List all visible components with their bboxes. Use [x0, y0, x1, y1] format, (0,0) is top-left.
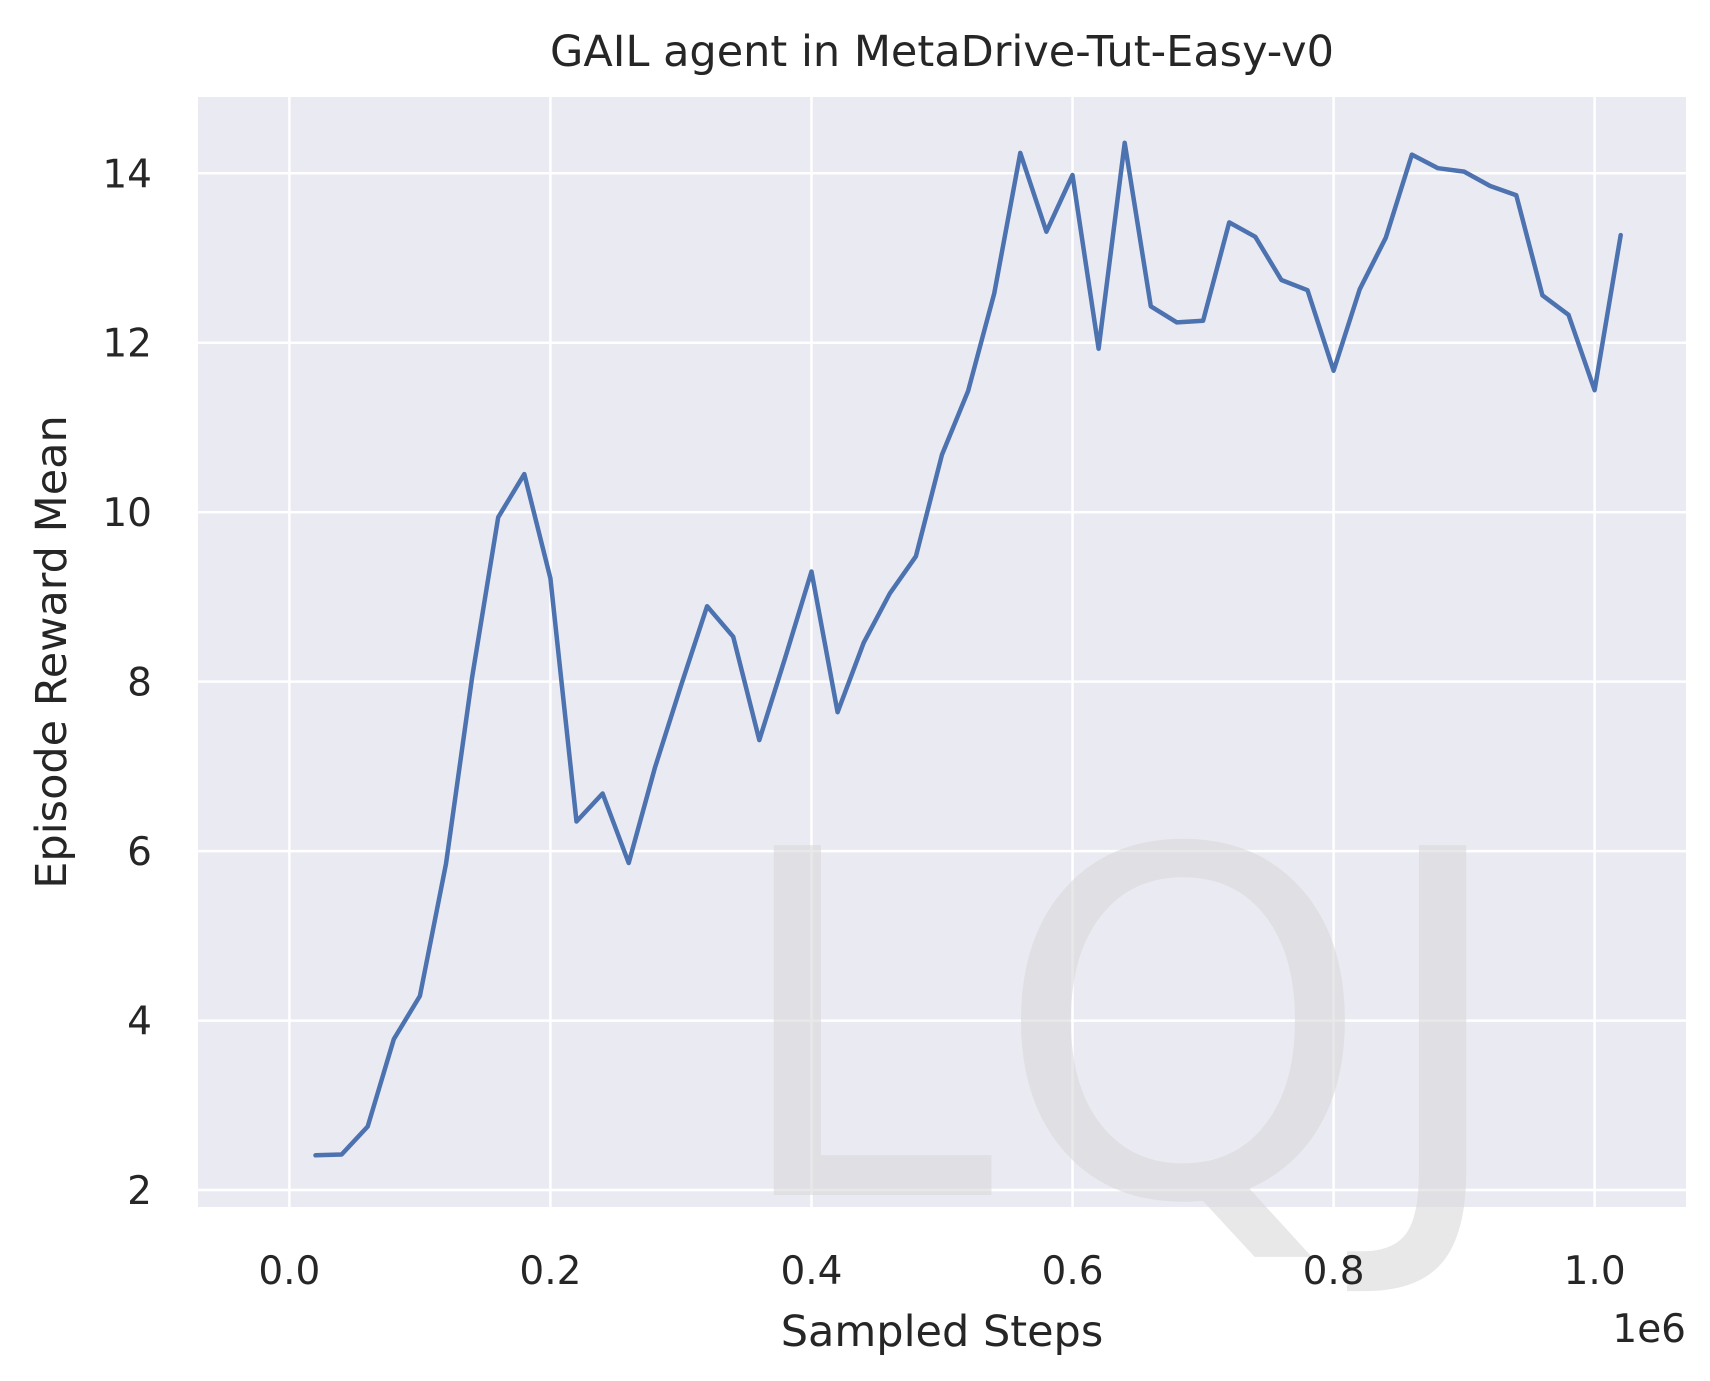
x-tick-label: 0.0: [258, 1249, 320, 1294]
watermark: LQJ: [727, 750, 1514, 1309]
x-tick-label: 0.4: [780, 1249, 842, 1294]
x-tick-labels: 0.0 0.2 0.4 0.6 0.8 1.0: [258, 1249, 1625, 1294]
y-axis-label: Episode Reward Mean: [27, 415, 77, 889]
y-tick-label: 4: [127, 1000, 152, 1045]
x-tick-label: 1.0: [1564, 1249, 1626, 1294]
y-tick-label: 12: [102, 322, 152, 367]
x-offset-label: 1e6: [1612, 1307, 1686, 1352]
series-line: [313, 140, 1623, 1158]
y-tick-label: 8: [127, 661, 152, 706]
chart-title: GAIL agent in MetaDrive-Tut-Easy-v0: [550, 27, 1334, 77]
y-tick-label: 2: [127, 1169, 152, 1214]
y-tick-label: 14: [102, 152, 152, 197]
y-tick-label: 6: [127, 830, 152, 875]
y-tick-label: 10: [102, 491, 152, 536]
x-axis-label: Sampled Steps: [781, 1307, 1104, 1357]
x-tick-label: 0.8: [1303, 1249, 1365, 1294]
x-tick-label: 0.6: [1042, 1249, 1104, 1294]
plot-area: [198, 97, 1686, 1207]
x-tick-label: 0.2: [519, 1249, 581, 1294]
y-tick-labels: 2 4 6 8 10 12 14: [102, 152, 152, 1214]
